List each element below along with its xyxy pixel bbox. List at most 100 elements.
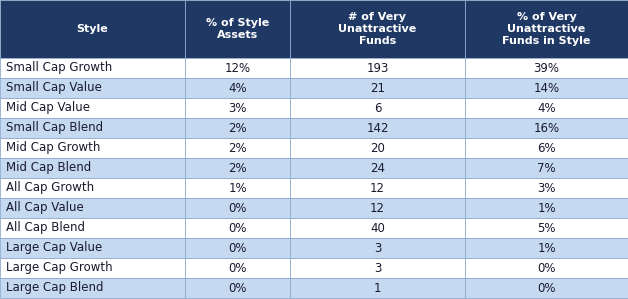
Text: 1%: 1% <box>228 181 247 195</box>
Text: Small Cap Value: Small Cap Value <box>6 82 102 94</box>
Text: 1: 1 <box>374 281 381 295</box>
Text: 16%: 16% <box>533 121 560 135</box>
Bar <box>465 198 628 218</box>
Bar <box>465 238 628 258</box>
Bar <box>185 58 290 78</box>
Bar <box>185 78 290 98</box>
Text: 0%: 0% <box>228 281 247 295</box>
Text: Mid Cap Growth: Mid Cap Growth <box>6 141 100 155</box>
Text: 7%: 7% <box>537 161 556 175</box>
Text: 0%: 0% <box>228 262 247 274</box>
Bar <box>185 178 290 198</box>
Bar <box>185 138 290 158</box>
Text: 2%: 2% <box>228 161 247 175</box>
Bar <box>465 278 628 298</box>
Text: Style: Style <box>77 24 109 34</box>
Bar <box>0 138 185 158</box>
Text: # of Very
Unattractive
Funds: # of Very Unattractive Funds <box>338 12 416 46</box>
Text: All Cap Growth: All Cap Growth <box>6 181 94 195</box>
Bar <box>465 78 628 98</box>
Bar <box>0 78 185 98</box>
Text: 1%: 1% <box>537 242 556 254</box>
Text: 0%: 0% <box>537 281 556 295</box>
Text: 2%: 2% <box>228 121 247 135</box>
Bar <box>465 98 628 118</box>
Text: All Cap Value: All Cap Value <box>6 202 84 214</box>
Bar <box>0 158 185 178</box>
Bar <box>185 158 290 178</box>
Text: All Cap Blend: All Cap Blend <box>6 222 85 234</box>
Text: Large Cap Value: Large Cap Value <box>6 242 102 254</box>
Text: % of Very
Unattractive
Funds in Style: % of Very Unattractive Funds in Style <box>502 12 591 46</box>
Text: 5%: 5% <box>537 222 556 234</box>
Bar <box>465 158 628 178</box>
Bar <box>185 218 290 238</box>
Text: 3: 3 <box>374 262 381 274</box>
Bar <box>290 0 465 58</box>
Bar <box>465 0 628 58</box>
Bar <box>0 58 185 78</box>
Text: % of Style
Assets: % of Style Assets <box>206 18 269 40</box>
Text: 24: 24 <box>370 161 385 175</box>
Text: 142: 142 <box>366 121 389 135</box>
Bar <box>290 278 465 298</box>
Bar <box>290 198 465 218</box>
Text: 0%: 0% <box>537 262 556 274</box>
Bar <box>290 218 465 238</box>
Text: Large Cap Growth: Large Cap Growth <box>6 262 112 274</box>
Bar <box>0 218 185 238</box>
Bar <box>0 118 185 138</box>
Text: 193: 193 <box>366 62 389 74</box>
Bar <box>290 258 465 278</box>
Text: 21: 21 <box>370 82 385 94</box>
Bar <box>185 0 290 58</box>
Text: 2%: 2% <box>228 141 247 155</box>
Text: 20: 20 <box>370 141 385 155</box>
Text: 3%: 3% <box>228 101 247 115</box>
Bar <box>185 238 290 258</box>
Bar <box>185 118 290 138</box>
Bar <box>0 258 185 278</box>
Text: 12: 12 <box>370 202 385 214</box>
Bar <box>0 98 185 118</box>
Bar <box>465 258 628 278</box>
Bar <box>185 258 290 278</box>
Text: 1%: 1% <box>537 202 556 214</box>
Bar <box>290 78 465 98</box>
Text: Large Cap Blend: Large Cap Blend <box>6 281 104 295</box>
Bar <box>290 238 465 258</box>
Text: 6%: 6% <box>537 141 556 155</box>
Text: 0%: 0% <box>228 222 247 234</box>
Bar <box>465 178 628 198</box>
Bar <box>0 178 185 198</box>
Bar <box>0 0 185 58</box>
Bar <box>0 278 185 298</box>
Text: 4%: 4% <box>537 101 556 115</box>
Text: 0%: 0% <box>228 202 247 214</box>
Bar <box>290 178 465 198</box>
Bar <box>185 278 290 298</box>
Bar <box>290 138 465 158</box>
Bar <box>290 98 465 118</box>
Text: 0%: 0% <box>228 242 247 254</box>
Text: 4%: 4% <box>228 82 247 94</box>
Bar <box>0 238 185 258</box>
Bar <box>465 218 628 238</box>
Bar <box>465 118 628 138</box>
Text: Mid Cap Blend: Mid Cap Blend <box>6 161 91 175</box>
Text: Mid Cap Value: Mid Cap Value <box>6 101 90 115</box>
Bar <box>185 98 290 118</box>
Text: 12%: 12% <box>224 62 251 74</box>
Text: 14%: 14% <box>533 82 560 94</box>
Text: 6: 6 <box>374 101 381 115</box>
Bar <box>290 58 465 78</box>
Text: 40: 40 <box>370 222 385 234</box>
Text: 3%: 3% <box>537 181 556 195</box>
Bar <box>290 158 465 178</box>
Text: 12: 12 <box>370 181 385 195</box>
Bar <box>465 58 628 78</box>
Bar <box>465 138 628 158</box>
Text: Small Cap Growth: Small Cap Growth <box>6 62 112 74</box>
Bar <box>290 118 465 138</box>
Text: Small Cap Blend: Small Cap Blend <box>6 121 103 135</box>
